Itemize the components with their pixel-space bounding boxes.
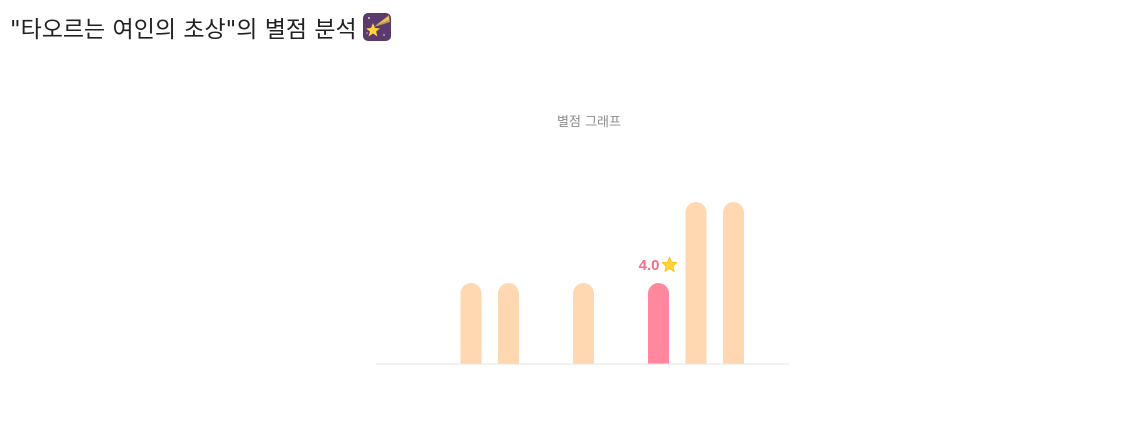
bar (723, 202, 744, 364)
page-heading: "타오르는 여인의 초상"의 별점 분석 (10, 10, 391, 44)
highlight-value-label: 4.0 (639, 257, 660, 274)
bar-highlight (648, 283, 669, 364)
bars-group (460, 202, 744, 364)
star-icon (661, 256, 678, 272)
bar (460, 283, 482, 364)
bar (498, 283, 519, 364)
bar (685, 202, 707, 364)
bar (573, 283, 594, 364)
highlight-label-group: 4.0 (639, 256, 678, 274)
page-title: "타오르는 여인의 초상"의 별점 분석 (10, 17, 357, 43)
shooting-star-icon (362, 13, 391, 41)
chart-title: 별점 그래프 (557, 115, 621, 130)
